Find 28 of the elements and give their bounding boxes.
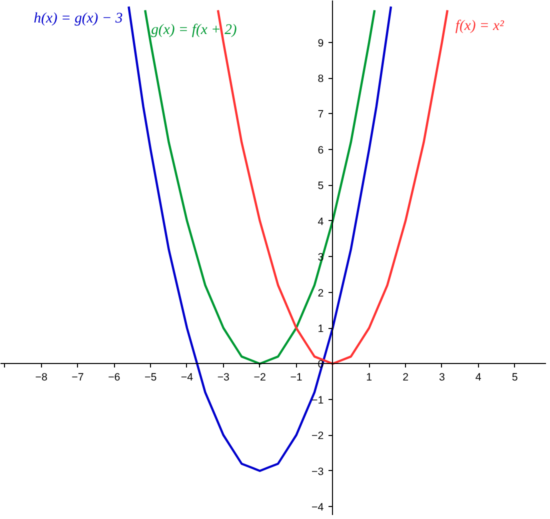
series-label: h(x) = g(x) − 3 (34, 10, 123, 27)
x-tick-label: −5 (144, 372, 157, 384)
x-tick-label: 3 (439, 372, 445, 384)
y-tick-label: 5 (318, 180, 324, 192)
y-tick-label: 4 (318, 216, 324, 228)
y-tick-label: −2 (312, 430, 324, 442)
series-label: f(x) = x² (455, 18, 504, 34)
x-tick-label: −3 (217, 372, 230, 384)
y-tick-label: 2 (318, 287, 324, 300)
x-tick-label: −6 (108, 372, 120, 384)
x-tick-label: −8 (35, 372, 48, 384)
x-tick-label: 2 (402, 372, 409, 384)
x-tick-label: 1 (366, 372, 372, 384)
x-tick-label: 5 (512, 372, 518, 384)
x-tick-label: −4 (180, 372, 194, 384)
series-label: g(x) = f(x + 2) (151, 22, 237, 38)
y-tick-label: 6 (318, 144, 324, 156)
y-tick-label: −4 (312, 502, 324, 514)
y-tick-label: 9 (318, 37, 324, 50)
y-tick-label: −1 (312, 394, 324, 406)
y-tick-label: 8 (318, 73, 324, 85)
x-tick-label: −1 (290, 372, 302, 384)
x-tick-label: 4 (475, 372, 482, 384)
y-tick-label: −3 (312, 466, 324, 478)
y-tick-label: 1 (318, 323, 324, 335)
x-tick-label: −7 (72, 372, 84, 384)
x-tick-label: −2 (254, 372, 266, 384)
y-tick-label: 7 (318, 108, 324, 121)
